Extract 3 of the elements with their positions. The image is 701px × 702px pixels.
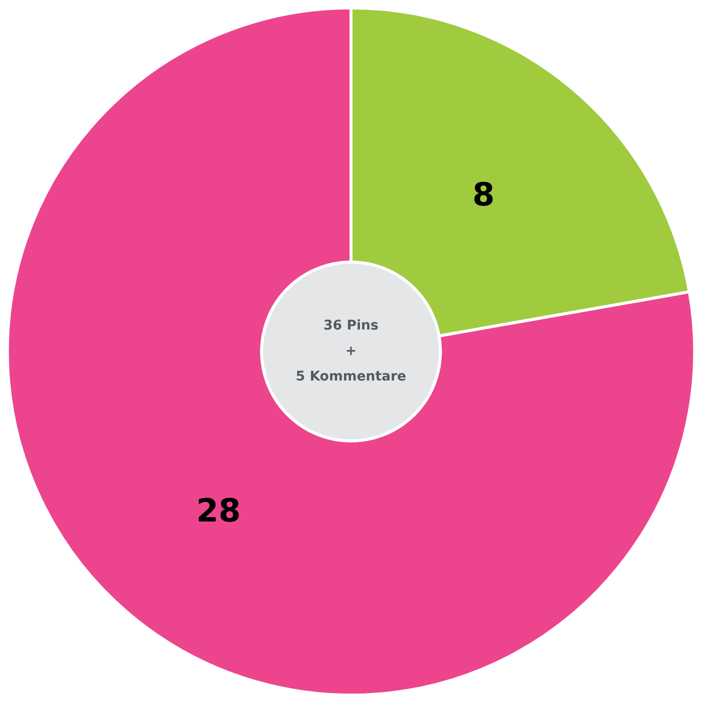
text: 36 Pins + 5 Kommentare bbox=[296, 318, 406, 384]
data-label: 28 bbox=[196, 492, 241, 530]
data-label: 8 bbox=[472, 175, 495, 214]
